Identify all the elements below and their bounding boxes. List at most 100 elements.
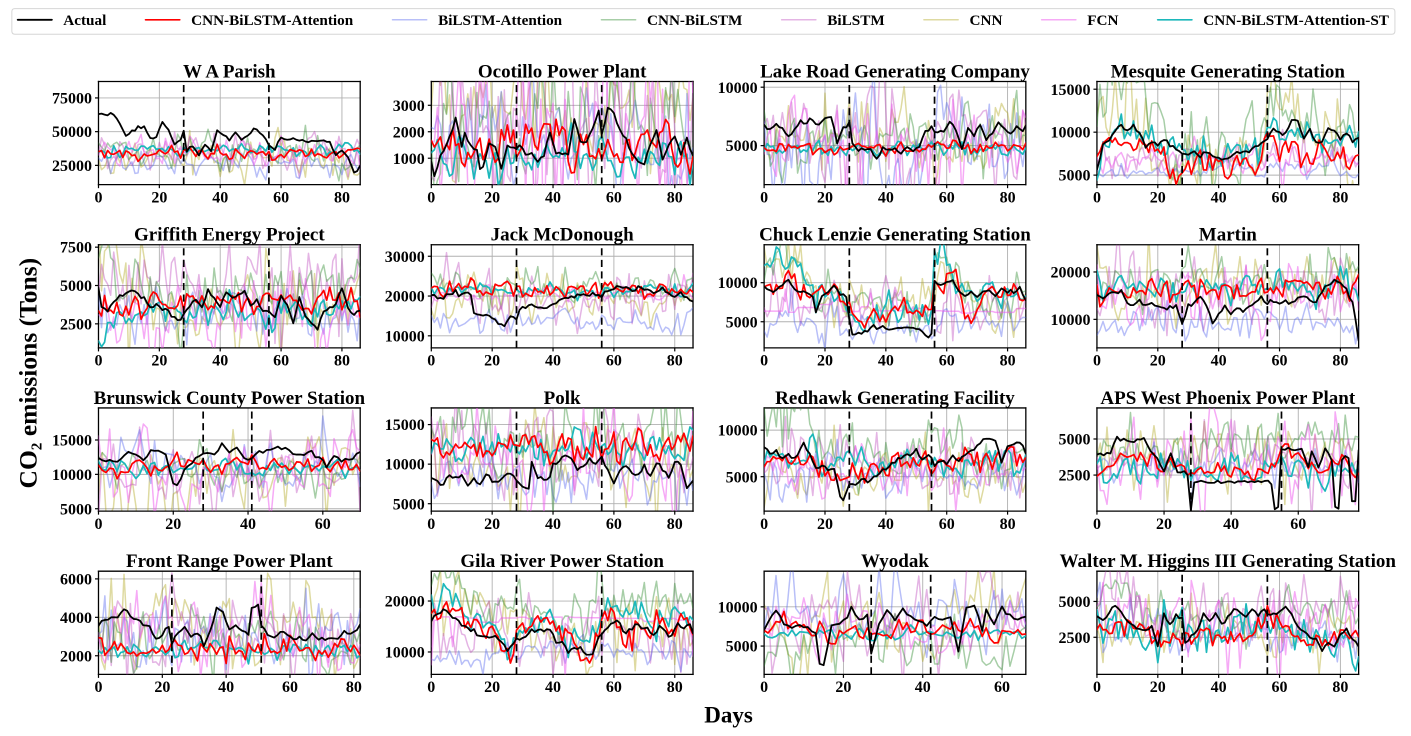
svg-text:60: 60 (939, 189, 955, 206)
svg-text:Jack McDonough: Jack McDonough (491, 225, 634, 246)
svg-text:5000: 5000 (1058, 168, 1090, 185)
svg-text:5000: 5000 (726, 314, 758, 331)
svg-text:60: 60 (994, 679, 1010, 696)
svg-text:20: 20 (151, 189, 167, 206)
svg-text:5000: 5000 (726, 138, 758, 155)
svg-text:30000: 30000 (385, 249, 425, 266)
svg-text:4000: 4000 (60, 610, 92, 627)
svg-text:80: 80 (346, 679, 362, 696)
svg-text:CNN-BiLSTM-Attention-ST: CNN-BiLSTM-Attention-ST (1203, 12, 1389, 29)
svg-text:75000: 75000 (52, 90, 92, 107)
svg-text:60: 60 (939, 516, 955, 533)
svg-text:80: 80 (334, 353, 350, 370)
svg-text:APS West Phoenix Power Plant: APS West Phoenix Power Plant (1100, 388, 1355, 409)
svg-text:25000: 25000 (52, 158, 92, 175)
svg-text:Actual: Actual (63, 12, 106, 29)
svg-text:40: 40 (240, 516, 256, 533)
svg-text:60: 60 (315, 516, 331, 533)
svg-text:15000: 15000 (52, 433, 92, 450)
svg-text:20: 20 (817, 516, 833, 533)
svg-text:Gila River Power Station: Gila River Power Station (460, 551, 664, 572)
svg-text:5000: 5000 (1058, 594, 1090, 611)
svg-text:40: 40 (1211, 189, 1227, 206)
svg-text:10000: 10000 (718, 80, 758, 97)
svg-text:20000: 20000 (385, 289, 425, 306)
svg-text:10000: 10000 (385, 457, 425, 474)
svg-text:Griffith Energy Project: Griffith Energy Project (134, 225, 325, 246)
svg-text:20: 20 (1156, 516, 1172, 533)
svg-text:0: 0 (94, 516, 102, 533)
svg-text:40: 40 (1223, 516, 1239, 533)
svg-text:60: 60 (606, 516, 622, 533)
svg-text:80: 80 (1000, 189, 1016, 206)
svg-text:40: 40 (915, 679, 931, 696)
svg-text:20: 20 (835, 679, 851, 696)
svg-text:20: 20 (1150, 189, 1166, 206)
svg-text:40: 40 (1211, 353, 1227, 370)
svg-text:10000: 10000 (1050, 125, 1090, 142)
svg-text:FCN: FCN (1087, 12, 1118, 29)
svg-text:40: 40 (212, 189, 228, 206)
svg-text:80: 80 (1000, 516, 1016, 533)
svg-text:Ocotillo Power Plant: Ocotillo Power Plant (478, 61, 647, 82)
svg-text:40: 40 (878, 353, 894, 370)
svg-text:20: 20 (484, 516, 500, 533)
svg-text:0: 0 (427, 516, 435, 533)
svg-text:0: 0 (760, 516, 768, 533)
svg-text:5000: 5000 (60, 501, 92, 518)
svg-text:10000: 10000 (718, 599, 758, 616)
svg-text:80: 80 (334, 189, 350, 206)
svg-text:40: 40 (545, 516, 561, 533)
svg-text:2500: 2500 (1058, 468, 1090, 485)
svg-text:80: 80 (667, 679, 683, 696)
svg-text:2000: 2000 (60, 648, 92, 665)
svg-text:60: 60 (273, 189, 289, 206)
svg-text:10000: 10000 (52, 467, 92, 484)
svg-text:40: 40 (212, 353, 228, 370)
svg-text:80: 80 (667, 353, 683, 370)
svg-text:BiLSTM-Attention: BiLSTM-Attention (438, 12, 563, 29)
svg-text:50000: 50000 (52, 124, 92, 141)
svg-text:BiLSTM: BiLSTM (827, 12, 884, 29)
svg-text:10000: 10000 (385, 645, 425, 662)
svg-text:0: 0 (760, 189, 768, 206)
svg-text:20: 20 (165, 516, 181, 533)
svg-text:80: 80 (1332, 189, 1348, 206)
svg-text:2000: 2000 (393, 124, 425, 141)
svg-text:60: 60 (1272, 679, 1288, 696)
svg-text:0: 0 (1093, 353, 1101, 370)
svg-text:80: 80 (1332, 679, 1348, 696)
svg-text:80: 80 (667, 516, 683, 533)
svg-text:Polk: Polk (544, 388, 581, 409)
svg-text:60: 60 (1272, 189, 1288, 206)
svg-text:Walter M. Higgins III Generati: Walter M. Higgins III Generating Station (1060, 551, 1397, 572)
svg-text:3000: 3000 (393, 98, 425, 115)
svg-text:5000: 5000 (393, 496, 425, 513)
svg-text:CNN: CNN (970, 12, 1003, 29)
svg-text:10000: 10000 (385, 328, 425, 345)
svg-text:15000: 15000 (385, 417, 425, 434)
svg-text:Martin: Martin (1199, 225, 1257, 246)
svg-text:20: 20 (484, 353, 500, 370)
svg-text:20: 20 (484, 189, 500, 206)
svg-text:40: 40 (545, 189, 561, 206)
svg-text:60: 60 (1290, 516, 1306, 533)
svg-text:10000: 10000 (718, 423, 758, 440)
svg-text:0: 0 (94, 189, 102, 206)
svg-text:15000: 15000 (1050, 82, 1090, 99)
svg-text:20000: 20000 (385, 594, 425, 611)
svg-text:0: 0 (427, 189, 435, 206)
svg-text:Lake Road Generating Company: Lake Road Generating Company (760, 61, 1030, 82)
svg-text:80: 80 (1332, 353, 1348, 370)
svg-text:60: 60 (606, 353, 622, 370)
svg-text:60: 60 (939, 353, 955, 370)
svg-text:20: 20 (484, 679, 500, 696)
svg-text:20: 20 (1150, 353, 1166, 370)
svg-text:5000: 5000 (60, 278, 92, 295)
svg-text:60: 60 (282, 679, 298, 696)
svg-text:5000: 5000 (1058, 432, 1090, 449)
svg-text:20: 20 (1150, 679, 1166, 696)
svg-text:1000: 1000 (393, 151, 425, 168)
svg-text:10000: 10000 (1050, 312, 1090, 329)
svg-text:Front Range Power Plant: Front Range Power Plant (126, 551, 333, 572)
